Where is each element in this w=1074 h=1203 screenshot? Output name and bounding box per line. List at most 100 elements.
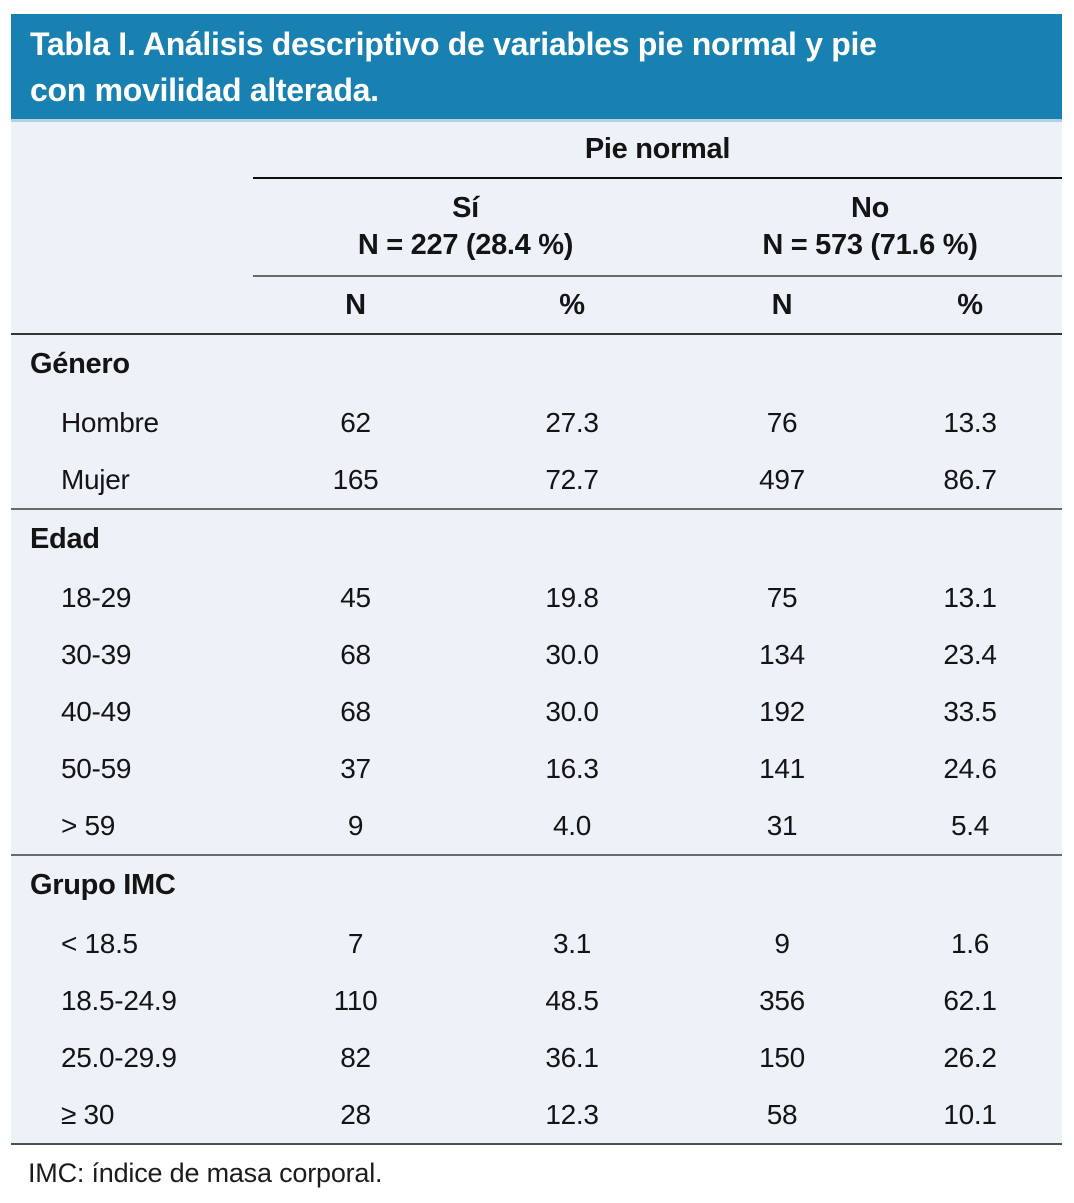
row-label: Mujer	[61, 463, 130, 495]
cell-value: 36.1	[545, 1041, 599, 1073]
subgroup-no: No N = 573 (71.6 %)	[678, 179, 1062, 275]
group-header-row: Pie normal	[253, 122, 1062, 179]
row-label: ≥ 30	[61, 1098, 115, 1130]
cell-value: 141	[759, 752, 805, 784]
cell-value: 5.4	[950, 809, 990, 841]
row-label: 40-49	[61, 695, 132, 727]
cell-value: 68	[340, 695, 371, 727]
cell-value: 72.7	[545, 463, 599, 495]
cell-value: 31	[766, 809, 798, 841]
table-title-bar: Tabla I. Análisis descriptivo de variabl…	[11, 14, 1062, 122]
cell-value: 7	[347, 927, 364, 959]
cell-value: 192	[759, 695, 805, 727]
table-row: 18.5-24.9 110 48.5 356 62.1	[11, 972, 1062, 1029]
subgroup-si-label: Sí	[452, 192, 479, 224]
table-row: ≥ 30 28 12.3 58 10.1	[11, 1086, 1062, 1143]
cell-value: 30.0	[545, 695, 599, 727]
cell-value: 12.3	[545, 1098, 599, 1130]
column-header-n-si: N	[345, 288, 366, 321]
cell-value: 26.2	[943, 1041, 997, 1073]
cell-value: 10.1	[943, 1098, 997, 1130]
cell-value: 497	[759, 463, 805, 495]
table-row: 50-59 37 16.3 141 24.6	[11, 740, 1062, 797]
section-label: Grupo IMC	[30, 869, 176, 901]
section-rows: Hombre 62 27.3 76 13.3 Mujer 165 72.7 49…	[11, 394, 1062, 508]
cell-value: 68	[340, 638, 371, 670]
section-rows: < 18.5 7 3.1 9 1.6 18.5-24.9 110 48.5 35…	[11, 915, 1062, 1143]
cell-value: 86.7	[943, 463, 997, 495]
row-label: > 59	[61, 809, 116, 841]
table-row: 25.0-29.9 82 36.1 150 26.2	[11, 1029, 1062, 1086]
cell-value: 33.5	[943, 695, 997, 727]
table-section: Grupo IMC < 18.5 7 3.1 9 1.6 18.5-24.9 1…	[11, 856, 1062, 1145]
cell-value: 24.6	[943, 752, 997, 784]
cell-value: 30.0	[545, 638, 599, 670]
cell-value: 28	[340, 1098, 371, 1130]
cell-value: 37	[340, 752, 371, 784]
group-header-label: Pie normal	[584, 133, 731, 165]
cell-value: 19.8	[545, 581, 599, 613]
cell-value: 76	[766, 406, 798, 438]
section-label-row: Género	[11, 335, 1062, 394]
table-figure: Tabla I. Análisis descriptivo de variabl…	[11, 14, 1062, 1145]
row-label: 18-29	[61, 581, 132, 613]
table-title-line-1: Tabla I. Análisis descriptivo de variabl…	[30, 26, 877, 62]
row-label: 25.0-29.9	[61, 1041, 177, 1073]
cell-value: 62.1	[943, 984, 997, 1016]
table-row: 30-39 68 30.0 134 23.4	[11, 626, 1062, 683]
subgroup-header-row: Sí N = 227 (28.4 %) No N = 573 (71.6 %)	[253, 179, 1062, 277]
cell-value: 9	[347, 809, 364, 841]
table-footnote: IMC: índice de masa corporal.	[28, 1158, 383, 1188]
cell-value: 356	[759, 984, 805, 1016]
section-rows: 18-29 45 19.8 75 13.1 30-39 68 30.0 134 …	[11, 569, 1062, 854]
table-row: < 18.5 7 3.1 9 1.6	[11, 915, 1062, 972]
cell-value: 23.4	[943, 638, 997, 670]
table-title-line-2: con movilidad alterada.	[30, 72, 379, 108]
row-label: 18.5-24.9	[61, 984, 177, 1016]
cell-value: 45	[340, 581, 371, 613]
table-body: Género Hombre 62 27.3 76 13.3 Mujer 165 …	[11, 335, 1062, 1145]
table: Pie normal Sí N = 227 (28.4 %) No N = 57…	[11, 122, 1062, 1145]
cell-value: 48.5	[545, 984, 599, 1016]
section-label: Edad	[30, 523, 100, 555]
table-row: 18-29 45 19.8 75 13.1	[11, 569, 1062, 626]
cell-value: 4.0	[552, 809, 592, 841]
column-header-pct-no: %	[957, 288, 983, 321]
row-label: Hombre	[61, 406, 159, 438]
cell-value: 165	[332, 463, 379, 495]
section-label: Género	[30, 348, 130, 380]
table-section: Edad 18-29 45 19.8 75 13.1 30-39 68 30.0…	[11, 510, 1062, 856]
cell-value: 62	[340, 406, 371, 438]
table-row: 40-49 68 30.0 192 33.5	[11, 683, 1062, 740]
cell-value: 27.3	[545, 406, 599, 438]
section-label-row: Edad	[11, 510, 1062, 569]
table-row: Hombre 62 27.3 76 13.3	[11, 394, 1062, 451]
column-header-row: N % N %	[11, 277, 1062, 335]
table-section: Género Hombre 62 27.3 76 13.3 Mujer 165 …	[11, 335, 1062, 510]
cell-value: 9	[774, 927, 790, 959]
subgroup-no-n: N = 573 (71.6 %)	[762, 229, 978, 261]
cell-value: 110	[333, 984, 378, 1016]
row-label: < 18.5	[61, 927, 138, 959]
subgroup-no-label: No	[850, 192, 890, 224]
cell-value: 150	[759, 1041, 805, 1073]
row-label: 30-39	[61, 638, 132, 670]
cell-value: 1.6	[950, 927, 990, 959]
column-header-pct-si: %	[559, 288, 585, 321]
cell-value: 13.3	[943, 406, 997, 438]
section-label-row: Grupo IMC	[11, 856, 1062, 915]
cell-value: 58	[766, 1098, 798, 1130]
row-label: 50-59	[61, 752, 132, 784]
subgroup-si: Sí N = 227 (28.4 %)	[253, 179, 678, 275]
column-header-n-no: N	[771, 288, 793, 321]
table-row: > 59 9 4.0 31 5.4	[11, 797, 1062, 854]
cell-value: 82	[340, 1041, 371, 1073]
subgroup-si-n: N = 227 (28.4 %)	[357, 229, 574, 261]
table-row: Mujer 165 72.7 497 86.7	[11, 451, 1062, 508]
cell-value: 16.3	[545, 752, 599, 784]
cell-value: 3.1	[552, 927, 592, 959]
cell-value: 134	[759, 638, 805, 670]
cell-value: 13.1	[943, 581, 997, 613]
cell-value: 75	[766, 581, 798, 613]
